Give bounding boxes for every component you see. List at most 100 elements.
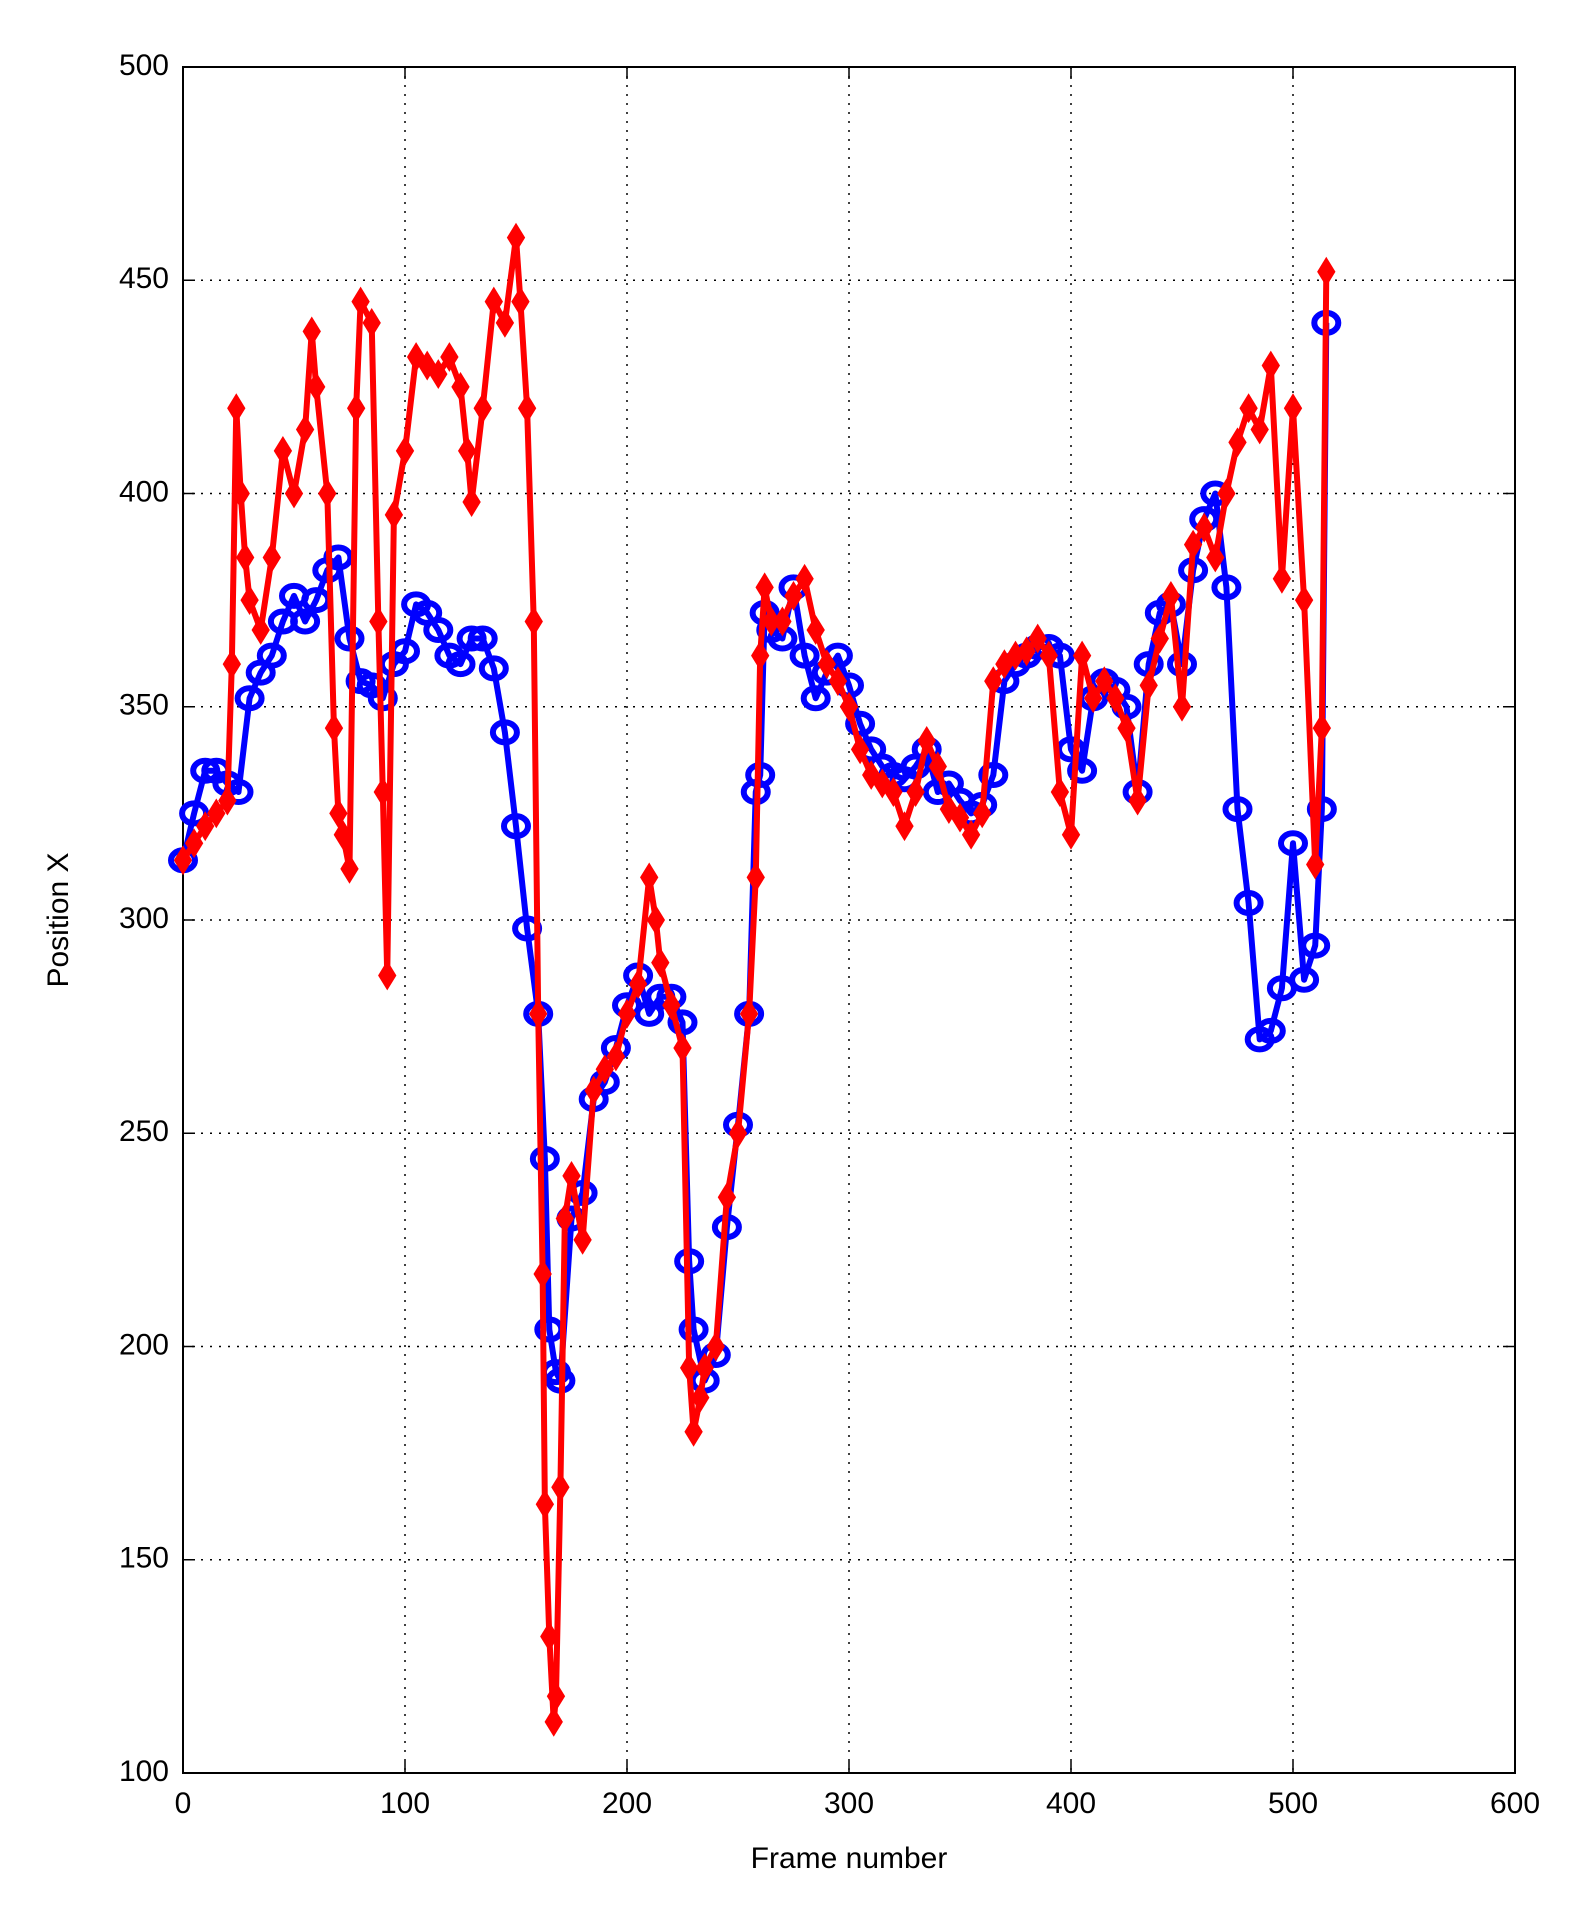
point: [1233, 889, 1264, 916]
point: [1306, 849, 1325, 880]
point: [535, 1489, 555, 1520]
point: [1312, 713, 1332, 743]
point: [839, 691, 859, 722]
point: [800, 685, 831, 712]
point: [695, 1352, 714, 1383]
point: [307, 371, 326, 402]
x-axis-label: Frame number: [751, 1842, 948, 1875]
point: [679, 1352, 699, 1383]
point: [462, 487, 481, 517]
point: [817, 649, 836, 680]
x-tick-label: 0: [175, 1787, 192, 1820]
point: [1139, 670, 1158, 701]
point: [806, 615, 825, 645]
point: [917, 725, 936, 756]
x-tick-label: 400: [1046, 1787, 1096, 1820]
point: [529, 1145, 560, 1172]
point: [501, 813, 531, 840]
point: [1239, 393, 1258, 424]
point: [1195, 512, 1214, 543]
point: [1317, 256, 1336, 287]
point: [334, 625, 365, 652]
point: [845, 710, 876, 737]
point: [273, 435, 293, 466]
x-tick-label: 100: [380, 1787, 430, 1820]
point: [429, 359, 448, 389]
point: [1228, 427, 1247, 458]
point: [673, 1033, 692, 1063]
point: [533, 1259, 552, 1289]
x-tick-label: 300: [824, 1787, 874, 1820]
point: [333, 819, 353, 850]
point: [1128, 785, 1147, 816]
point: [884, 777, 903, 807]
point: [190, 757, 221, 784]
point: [961, 819, 981, 850]
point: [1072, 640, 1092, 671]
x-tick-label: 500: [1268, 1787, 1318, 1820]
point: [1283, 393, 1303, 424]
point: [340, 853, 359, 884]
point: [950, 802, 970, 833]
point: [1294, 585, 1314, 616]
point: [828, 666, 848, 697]
point: [207, 798, 226, 829]
point: [1217, 478, 1236, 509]
point: [1061, 819, 1081, 850]
point: [1250, 414, 1269, 445]
point: [973, 798, 992, 829]
y-tick-label: 400: [119, 475, 169, 508]
point: [717, 1182, 737, 1213]
point: [562, 1160, 581, 1191]
point: [555, 1203, 575, 1234]
point: [640, 862, 659, 893]
point: [1255, 1017, 1286, 1044]
point: [235, 542, 255, 573]
point: [240, 585, 259, 616]
point: [928, 751, 947, 782]
point: [751, 640, 770, 671]
y-tick-label: 300: [119, 902, 169, 935]
point: [1028, 623, 1047, 654]
point: [646, 905, 666, 935]
point: [517, 393, 537, 424]
point: [369, 606, 388, 637]
point: [1172, 691, 1192, 722]
point: [378, 960, 397, 991]
point: [473, 393, 492, 424]
point: [662, 990, 681, 1021]
point: [395, 435, 415, 466]
plot-frame: [182, 66, 1516, 1774]
point: [295, 414, 315, 445]
point: [850, 734, 870, 765]
point: [362, 307, 381, 338]
y-tick-label: 150: [119, 1542, 169, 1575]
point: [231, 478, 250, 509]
point: [544, 1706, 563, 1737]
point: [595, 1054, 614, 1085]
point: [1306, 796, 1337, 823]
point: [284, 478, 304, 509]
point: [895, 811, 914, 842]
point: [746, 862, 765, 893]
point: [1050, 777, 1070, 807]
y-axis-label: Position X: [42, 852, 75, 987]
point: [451, 371, 470, 402]
point: [1211, 574, 1242, 601]
point: [1278, 830, 1308, 857]
point: [329, 798, 348, 829]
point: [218, 785, 237, 816]
point: [706, 1331, 725, 1362]
point: [906, 777, 925, 807]
point: [184, 828, 204, 859]
point: [678, 1316, 709, 1343]
point: [606, 1041, 626, 1072]
y-tick-label: 500: [119, 49, 169, 82]
point: [755, 572, 774, 603]
point: [1161, 580, 1181, 611]
point: [1261, 350, 1280, 381]
point: [1150, 623, 1169, 654]
point: [457, 435, 477, 466]
point: [456, 625, 487, 652]
